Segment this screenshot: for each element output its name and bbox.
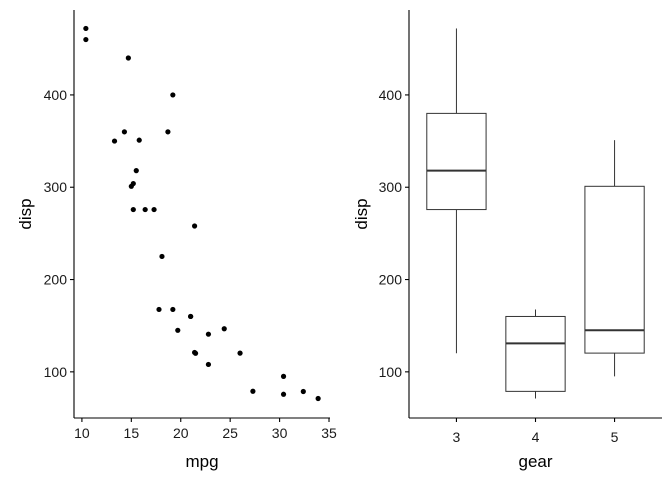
scatter-point xyxy=(250,388,256,394)
boxplot-box-gear-3 xyxy=(426,28,487,354)
boxplot-x-ticks: 3 4 5 xyxy=(453,418,619,445)
scatter-point xyxy=(156,306,162,313)
scatter-point xyxy=(300,388,306,395)
scatter-point xyxy=(142,206,148,213)
scatter-y-tick-label: 200 xyxy=(44,272,68,288)
boxplot-boxes xyxy=(426,28,645,399)
scatter-point xyxy=(191,223,198,229)
scatter-point xyxy=(128,183,134,189)
scatter-x-tick-label: 20 xyxy=(173,425,189,441)
scatter-x-axis-title: mpg xyxy=(185,452,218,471)
scatter-point xyxy=(170,92,176,98)
scatter-point xyxy=(136,137,142,143)
scatter-x-tick-label: 15 xyxy=(124,425,140,441)
boxplot-x-axis-title: gear xyxy=(518,452,552,471)
scatter-point xyxy=(280,391,287,397)
scatter-point xyxy=(170,306,176,313)
scatter-y-axis-title: disp xyxy=(16,198,35,229)
boxplot-x-tick-label: 5 xyxy=(611,429,619,445)
scatter-point xyxy=(315,395,321,402)
scatter-points xyxy=(83,25,321,402)
scatter-point xyxy=(159,253,165,260)
boxplot-iqr-box xyxy=(505,315,566,392)
scatter-point xyxy=(121,129,128,135)
scatter-point xyxy=(191,349,198,356)
boxplot-y-tick-label: 300 xyxy=(379,179,403,195)
scatter-point xyxy=(221,326,227,332)
scatter-point xyxy=(205,361,212,368)
scatter-y-tick-label: 100 xyxy=(44,364,68,380)
scatter-point xyxy=(130,206,136,213)
boxplot-y-ticks: 100 200 300 400 xyxy=(379,87,409,380)
scatter-panel: 100 200 300 400 10 15 20 25 30 35 mpg disp xyxy=(16,10,337,471)
scatter-y-tick-label: 400 xyxy=(44,87,68,103)
scatter-x-tick-label: 35 xyxy=(321,425,337,441)
boxplot-box-gear-4 xyxy=(505,309,566,399)
boxplot-x-tick-label: 4 xyxy=(532,429,540,445)
scatter-point xyxy=(83,25,89,32)
scatter-point xyxy=(83,36,89,43)
scatter-x-tick-label: 10 xyxy=(74,425,90,441)
scatter-point xyxy=(125,55,131,61)
boxplot-y-axis-title: disp xyxy=(352,198,371,229)
scatter-point xyxy=(237,350,243,356)
scatter-x-tick-label: 30 xyxy=(272,425,288,441)
scatter-x-ticks: 10 15 20 25 30 35 xyxy=(74,418,337,441)
scatter-point xyxy=(280,373,287,379)
boxplot-box-gear-5 xyxy=(584,140,645,377)
scatter-point xyxy=(175,327,181,333)
boxplot-iqr-box xyxy=(426,112,487,211)
scatter-point xyxy=(205,331,212,337)
scatter-x-tick-label: 25 xyxy=(222,425,238,441)
boxplot-iqr-box xyxy=(584,185,645,354)
scatter-point xyxy=(188,313,194,320)
scatter-point xyxy=(165,129,171,135)
scatter-point xyxy=(111,138,118,144)
boxplot-panel: 100 200 300 400 3 4 5 gear disp xyxy=(352,10,662,471)
boxplot-y-tick-label: 400 xyxy=(379,87,403,103)
scatter-y-tick-label: 300 xyxy=(44,179,68,195)
boxplot-y-tick-label: 200 xyxy=(379,272,403,288)
scatter-point xyxy=(133,168,139,174)
scatter-y-ticks: 100 200 300 400 xyxy=(44,87,74,380)
boxplot-x-tick-label: 3 xyxy=(453,429,461,445)
scatter-point xyxy=(151,206,157,213)
boxplot-y-tick-label: 100 xyxy=(379,364,403,380)
